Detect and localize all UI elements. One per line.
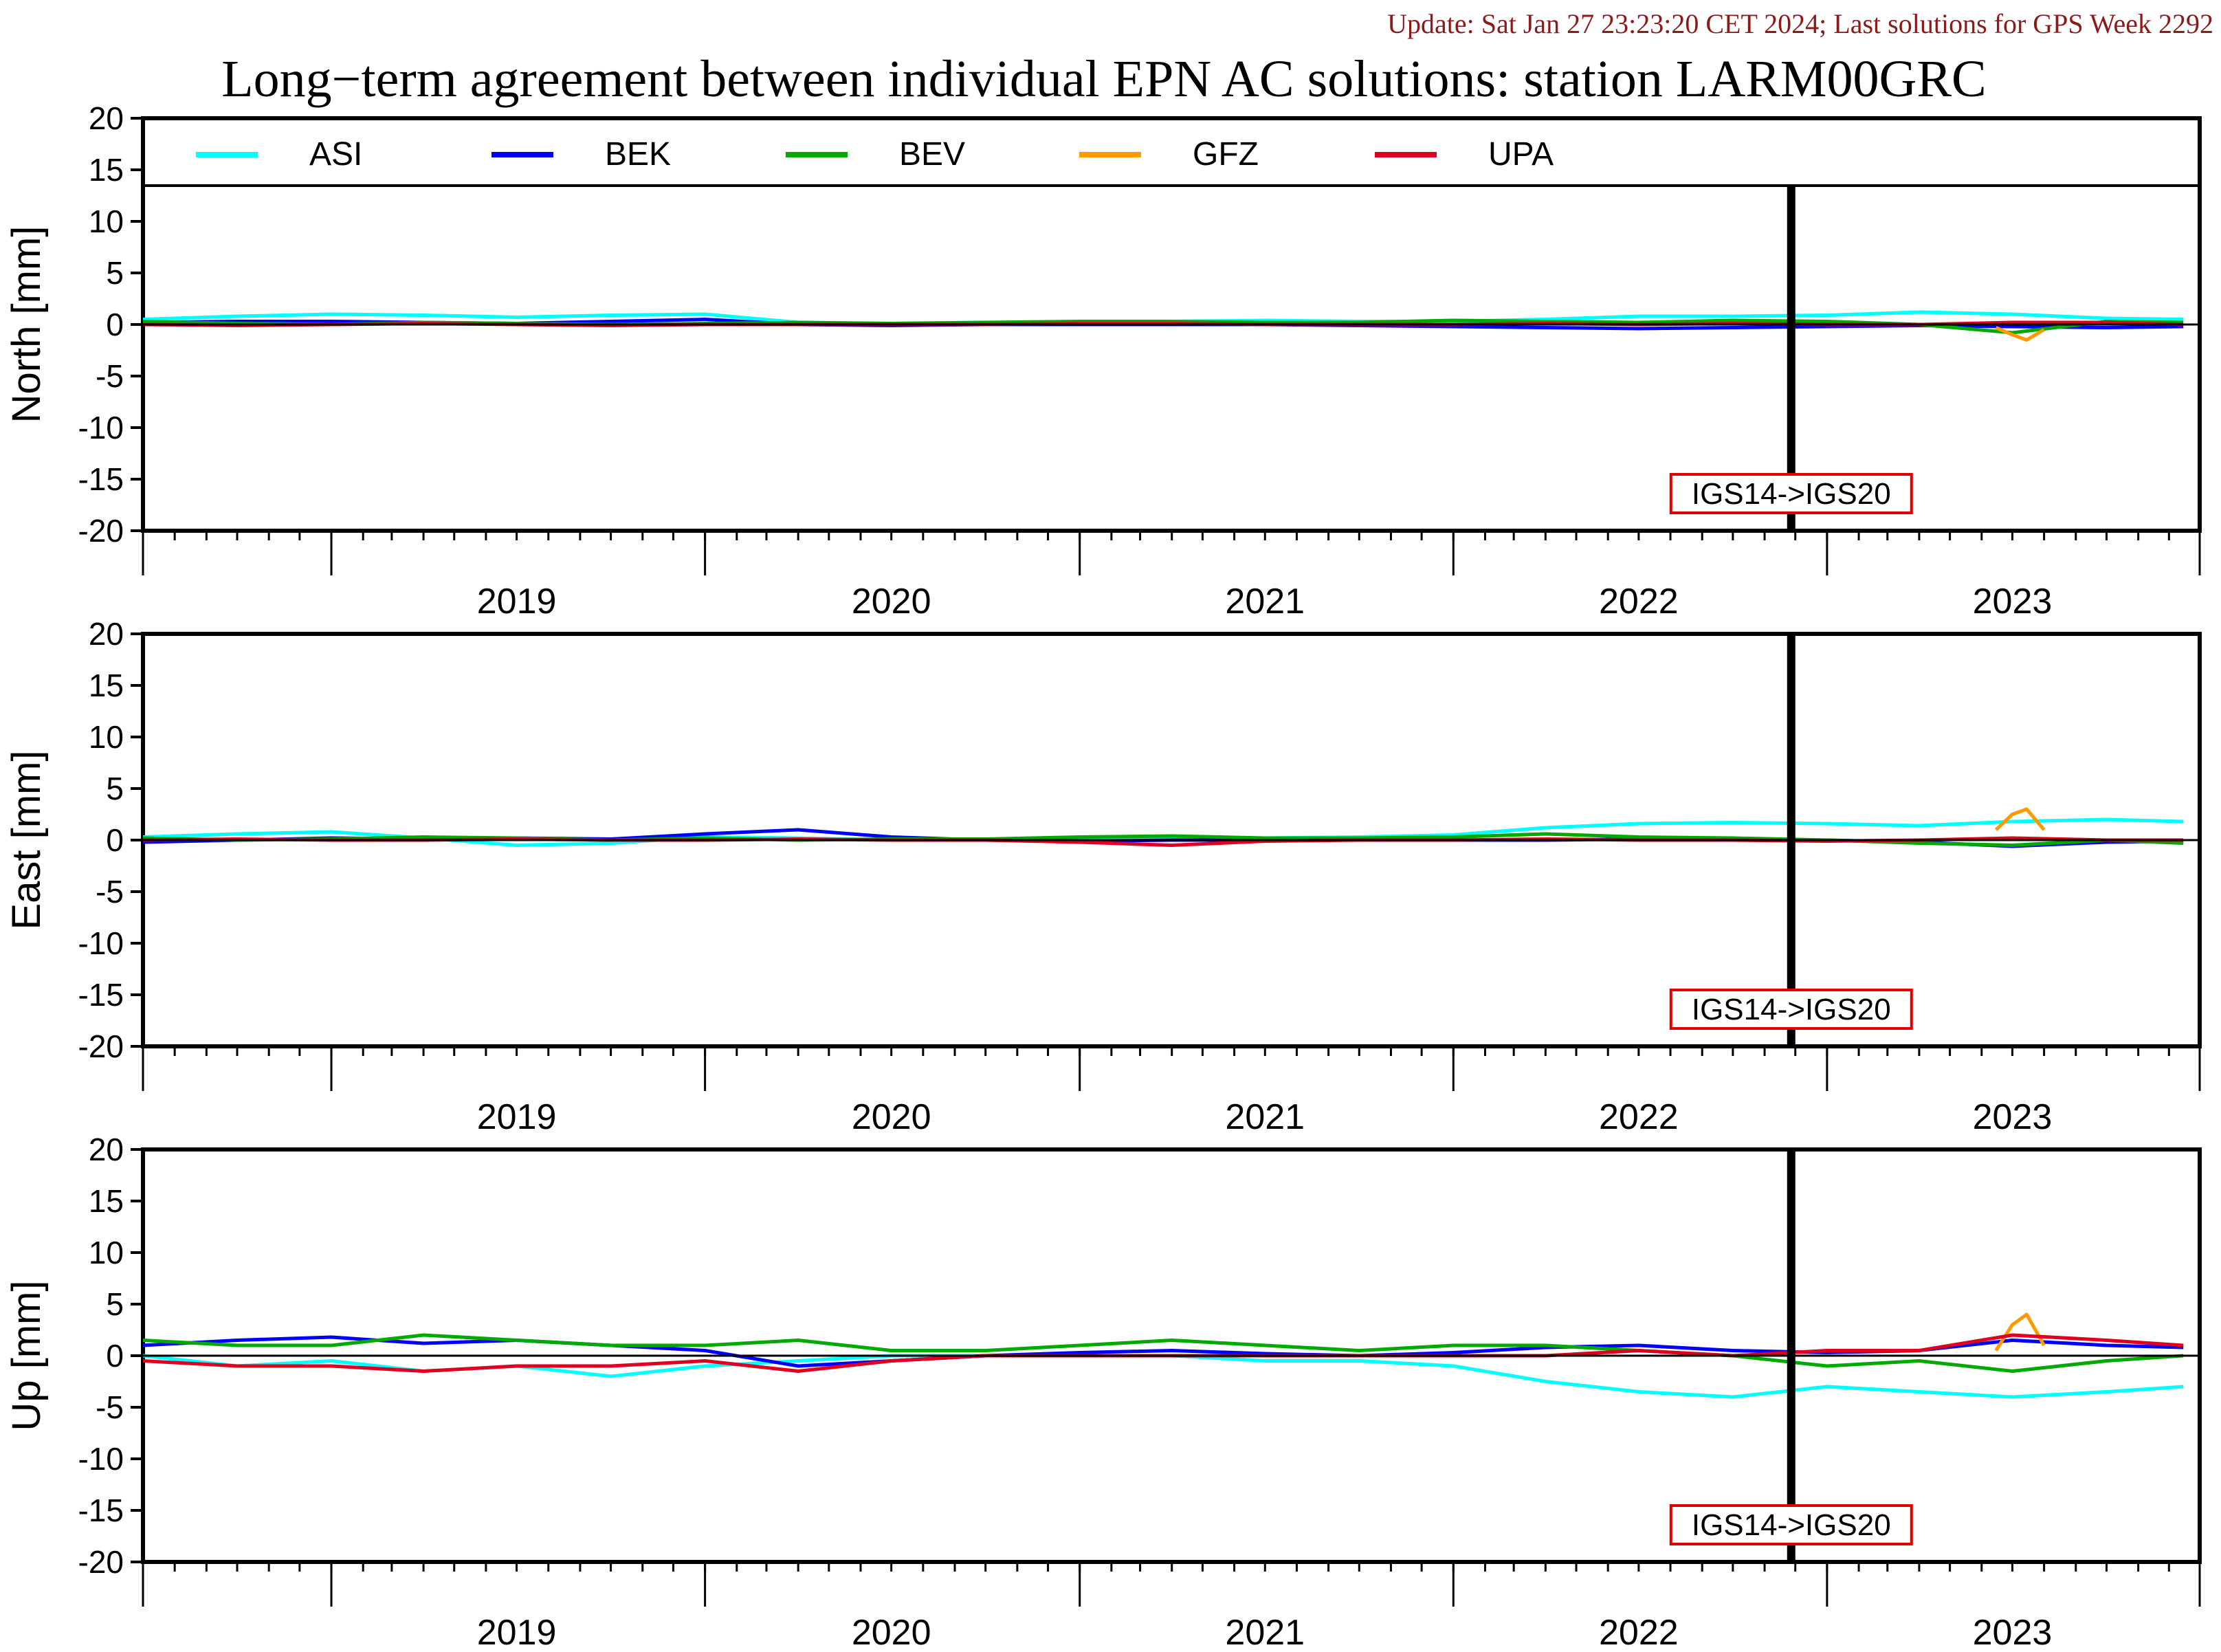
- reference-marker-label: IGS14->IGS20: [1692, 477, 1891, 511]
- y-tick-label: 10: [89, 203, 124, 239]
- legend: ASI BEK BEV GFZ UPA: [196, 136, 1554, 173]
- legend-label-asi: ASI: [309, 136, 362, 173]
- x-year-label: 2021: [1225, 1613, 1305, 1649]
- update-timestamp: Update: Sat Jan 27 23:23:20 CET 2024; La…: [1387, 8, 2213, 39]
- y-tick-label: -15: [78, 1493, 124, 1528]
- y-axis-label: East [mm]: [4, 750, 49, 929]
- y-tick-label: 0: [106, 822, 124, 858]
- x-year-label: 2019: [477, 1097, 557, 1137]
- y-tick-label: -15: [78, 461, 124, 497]
- y-tick-label: -5: [96, 874, 124, 910]
- y-tick-label: 20: [89, 100, 124, 136]
- x-year-label: 2020: [852, 1097, 931, 1137]
- legend-label-gfz: GFZ: [1193, 136, 1259, 173]
- y-tick-label: -10: [78, 410, 124, 445]
- legend-label-bek: BEK: [605, 136, 671, 173]
- y-tick-label: -10: [78, 1441, 124, 1477]
- y-tick-label: -5: [96, 1389, 124, 1425]
- y-axis-label: Up [mm]: [4, 1280, 49, 1431]
- x-year-label: 2023: [1973, 582, 2053, 621]
- x-year-label: 2023: [1973, 1613, 2053, 1649]
- y-tick-label: 15: [89, 152, 124, 188]
- panel-north: -20 -15 -10 -5 0 5 10 15 20 North [mm] 2019 2020 202…: [4, 100, 2202, 621]
- y-tick-label: 15: [89, 668, 124, 703]
- legend-label-upa: UPA: [1488, 136, 1554, 173]
- y-tick-label: 0: [106, 307, 124, 342]
- x-year-label: 2019: [477, 582, 557, 621]
- y-tick-label: 5: [106, 255, 124, 291]
- x-year-label: 2021: [1225, 1097, 1305, 1137]
- y-tick-label: -20: [78, 513, 124, 549]
- y-tick-label: 20: [89, 1132, 124, 1167]
- series-line-gfz: [1994, 807, 2046, 831]
- y-tick-label: -15: [78, 977, 124, 1013]
- chart-title: Long−term agreement between individual E…: [221, 50, 1987, 108]
- y-tick-label: 20: [89, 616, 124, 652]
- y-tick-label: -20: [78, 1028, 124, 1064]
- y-tick-label: 10: [89, 1235, 124, 1270]
- reference-marker-label: IGS14->IGS20: [1692, 1508, 1891, 1542]
- legend-label-bev: BEV: [899, 136, 965, 173]
- x-year-label: 2020: [852, 582, 931, 621]
- panel-up: -20 -15 -10 -5 0 5 10 15 20 Up [mm] 2019 2020 2021 20…: [4, 1132, 2202, 1652]
- x-year-label: 2022: [1599, 582, 1679, 621]
- y-axis-label: North [mm]: [4, 226, 49, 423]
- reference-marker-box: [1669, 989, 1913, 1030]
- y-tick-label: 15: [89, 1183, 124, 1219]
- reference-marker-label: IGS14->IGS20: [1692, 993, 1891, 1026]
- x-year-label: 2023: [1973, 1097, 2053, 1137]
- reference-marker-box: [1669, 1504, 1913, 1545]
- series-line-asi: [142, 817, 2184, 847]
- y-tick-label: 5: [106, 771, 124, 806]
- panel-east: -20 -15 -10 -5 0 5 10 15 20 East [mm] 2019 2020 2021…: [4, 616, 2202, 1137]
- x-year-label: 2022: [1599, 1613, 1679, 1649]
- y-tick-label: -5: [96, 358, 124, 394]
- x-year-label: 2019: [477, 1613, 557, 1649]
- y-tick-label: -10: [78, 925, 124, 961]
- series-line-bev: [142, 1333, 2184, 1373]
- x-year-label: 2021: [1225, 582, 1305, 621]
- y-tick-label: 0: [106, 1338, 124, 1374]
- reference-marker-box: [1669, 473, 1913, 514]
- x-year-label: 2020: [852, 1613, 931, 1649]
- y-tick-label: -20: [78, 1544, 124, 1580]
- x-year-label: 2022: [1599, 1097, 1679, 1137]
- y-tick-label: 5: [106, 1286, 124, 1322]
- series-line-gfz: [1995, 326, 2045, 342]
- y-tick-label: 10: [89, 719, 124, 755]
